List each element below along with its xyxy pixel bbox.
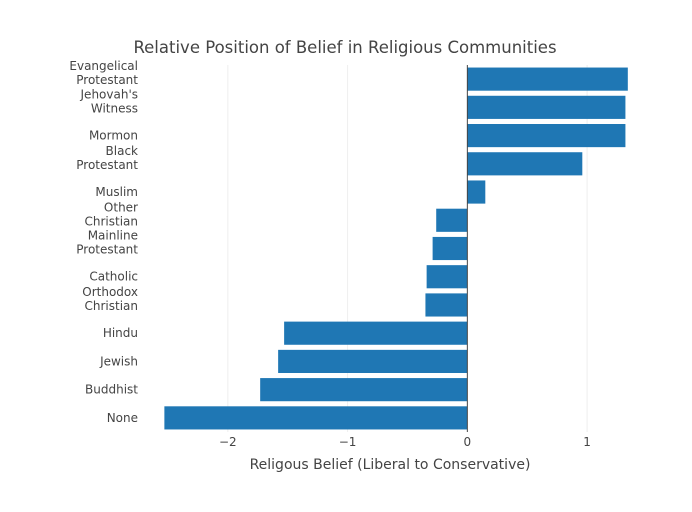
bar <box>467 180 486 204</box>
category-label: None <box>107 411 138 425</box>
x-tick-label: −1 <box>339 435 357 449</box>
bar <box>467 67 628 91</box>
bars <box>164 67 628 430</box>
bar <box>260 378 468 402</box>
category-label: Black <box>106 144 139 158</box>
category-label: Orthodox <box>82 285 138 299</box>
category-label: Protestant <box>76 243 138 257</box>
category-label: Mormon <box>89 129 138 143</box>
bar <box>278 349 468 373</box>
category-label: Witness <box>91 101 138 115</box>
category-label: Mainline <box>88 229 138 243</box>
x-tick-label: −2 <box>219 435 237 449</box>
bar <box>425 293 468 317</box>
bar <box>426 265 468 289</box>
category-label: Christian <box>84 299 138 313</box>
category-label: Catholic <box>89 270 138 284</box>
gridlines <box>227 65 588 432</box>
category-label: Protestant <box>76 73 138 87</box>
category-label: Other <box>104 200 138 214</box>
bar <box>436 208 468 232</box>
category-label: Evangelical <box>69 59 138 73</box>
x-axis-title: Religous Belief (Liberal to Conservative… <box>250 457 531 473</box>
x-tick-labels: −2 −1 0 1 <box>219 435 591 449</box>
bar <box>467 152 583 176</box>
x-tick-label: 0 <box>464 435 472 449</box>
category-label: Hindu <box>103 326 138 340</box>
bar <box>164 406 468 430</box>
category-label: Muslim <box>95 185 138 199</box>
x-tick-label: 1 <box>583 435 591 449</box>
category-label: Jewish <box>99 354 138 368</box>
bar <box>284 321 468 345</box>
bar <box>432 236 468 261</box>
category-label: Protestant <box>76 158 138 172</box>
bar <box>467 95 626 119</box>
category-label: Buddhist <box>85 383 138 397</box>
bar <box>467 124 626 148</box>
category-label: Jehovah's <box>80 87 138 101</box>
chart-title: Relative Position of Belief in Religious… <box>133 38 556 57</box>
category-label: Christian <box>84 214 138 228</box>
category-labels: EvangelicalProtestantJehovah'sWitnessMor… <box>69 59 138 425</box>
